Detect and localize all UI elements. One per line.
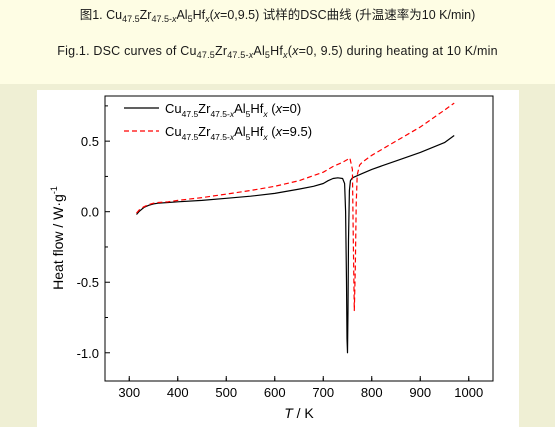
- x-tick-label: 400: [167, 385, 189, 400]
- y-axis-label: Heat flow / W·g-1: [49, 186, 66, 290]
- y-tick-label: 0.5: [81, 134, 99, 149]
- x-axis-label: T / K: [284, 405, 314, 421]
- x-tick-label: 800: [361, 385, 383, 400]
- plot-frame: [104, 95, 494, 382]
- x-tick-label: 700: [312, 385, 334, 400]
- figure-caption-chinese: 图1. Cu47.5Zr47.5-xAl5Hfx(x=0,9.5) 试样的DSC…: [79, 8, 476, 24]
- series-line-2: [136, 102, 455, 312]
- y-tick-label: -0.5: [77, 275, 99, 290]
- x-tick-label: 300: [118, 385, 140, 400]
- series-layer: [136, 102, 455, 354]
- x-tick-label: 1000: [454, 385, 483, 400]
- y-tick-label: 0.0: [81, 205, 99, 220]
- figure-caption-english: Fig.1. DSC curves of Cu47.5Zr47.5-xAl5Hf…: [57, 44, 498, 60]
- axis-ticks: 300 400 500 600 700 800 900 1000 -1.0 -0.5 0.0 0.5: [77, 105, 483, 400]
- series-line-1: [136, 135, 455, 354]
- legend-label-series-2: Cu47.5Zr47.5-xAl5Hfx (x=9.5): [165, 124, 312, 142]
- x-tick-label: 900: [409, 385, 431, 400]
- legend-label-series-1: Cu47.5Zr47.5-xAl5Hfx (x=0): [165, 101, 301, 119]
- legend: Cu47.5Zr47.5-xAl5Hfx (x=0) Cu47.5Zr47.5-…: [124, 101, 312, 142]
- chart-panel: [37, 90, 519, 427]
- y-tick-label: -1.0: [77, 346, 99, 361]
- x-tick-label: 600: [264, 385, 286, 400]
- x-tick-label: 500: [215, 385, 237, 400]
